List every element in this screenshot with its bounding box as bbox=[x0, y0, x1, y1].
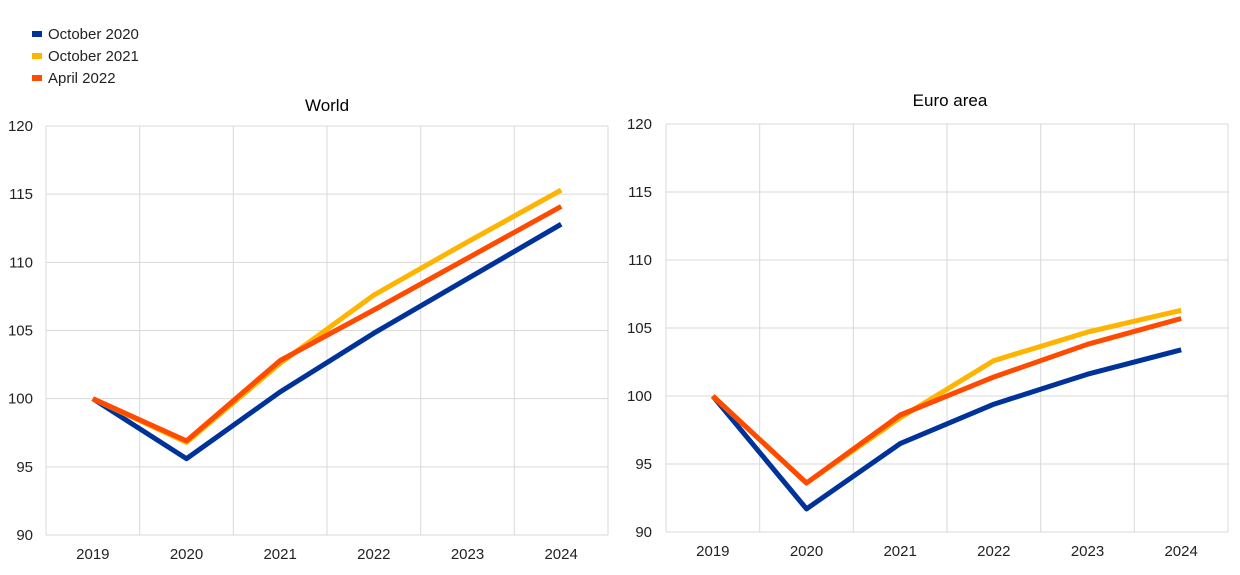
legend-label-october-2021: October 2021 bbox=[48, 48, 139, 65]
series-line-april-2022 bbox=[711, 316, 1182, 486]
y-tick-label: 115 bbox=[628, 184, 652, 201]
x-tick-label: 2021 bbox=[883, 543, 916, 560]
legend-label-october-2020: October 2020 bbox=[48, 26, 139, 43]
legend-swatch-april-2022 bbox=[32, 75, 42, 81]
y-tick-label: 95 bbox=[16, 459, 33, 476]
y-tick-label: 95 bbox=[635, 456, 652, 473]
x-tick-label: 2024 bbox=[1164, 543, 1197, 560]
legend-swatch-october-2020 bbox=[32, 31, 42, 37]
y-tick-label: 120 bbox=[8, 118, 33, 135]
chart-title: World bbox=[305, 96, 349, 115]
y-tick-label: 105 bbox=[8, 323, 33, 340]
series-line-april-2022 bbox=[91, 204, 563, 444]
x-tick-label: 2024 bbox=[544, 546, 577, 563]
y-tick-label: 90 bbox=[635, 524, 652, 541]
y-tick-label: 110 bbox=[9, 254, 33, 271]
series-line-october-2020 bbox=[710, 347, 1182, 512]
x-tick-label: 2019 bbox=[696, 543, 729, 560]
y-tick-label: 100 bbox=[627, 388, 652, 405]
x-tick-label: 2020 bbox=[170, 546, 203, 563]
x-tick-label: 2022 bbox=[977, 543, 1010, 560]
x-tick-label: 2019 bbox=[76, 546, 109, 563]
y-tick-label: 100 bbox=[8, 391, 33, 408]
chart-panel-world: World 90 95 100 105 110 115 120 2019 2020 2021 2022… bbox=[8, 96, 609, 563]
chart-panel-euro-area: Euro area 90 95 100 105 110 115 120 2019 2020 2021… bbox=[627, 91, 1229, 560]
y-tick-label: 90 bbox=[16, 527, 33, 544]
y-tick-label: 110 bbox=[628, 252, 652, 269]
y-tick-label: 115 bbox=[9, 186, 33, 203]
y-tick-label: 105 bbox=[627, 320, 652, 337]
x-tick-label: 2022 bbox=[357, 546, 390, 563]
legend-label-april-2022: April 2022 bbox=[48, 70, 116, 87]
x-tick-label: 2020 bbox=[790, 543, 823, 560]
chart-title: Euro area bbox=[913, 91, 988, 110]
x-tick-label: 2023 bbox=[1071, 543, 1104, 560]
legend: October 2020 October 2021 April 2022 bbox=[32, 26, 139, 87]
y-tick-label: 120 bbox=[627, 116, 652, 133]
legend-swatch-october-2021 bbox=[32, 53, 42, 59]
x-tick-label: 2023 bbox=[451, 546, 484, 563]
x-tick-label: 2021 bbox=[263, 546, 296, 563]
series-line-october-2020 bbox=[91, 222, 563, 462]
